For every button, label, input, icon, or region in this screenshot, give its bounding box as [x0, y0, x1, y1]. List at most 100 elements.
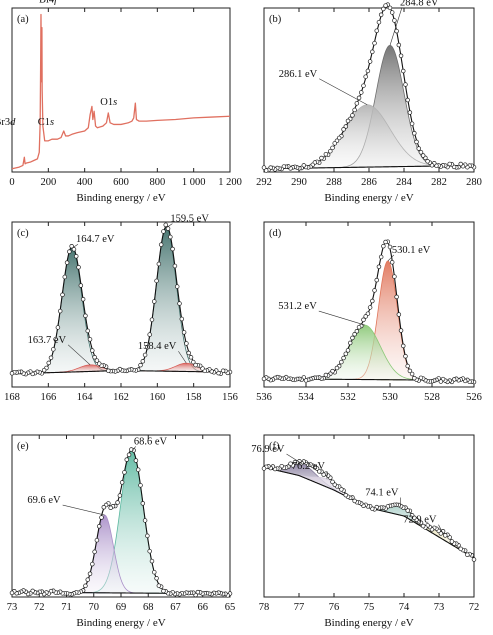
- peak-label-leader: [62, 504, 105, 516]
- x-axis-label: Binding energy / eV: [76, 192, 165, 204]
- data-point: [343, 124, 349, 129]
- data-point: [352, 498, 357, 504]
- data-point: [394, 28, 399, 34]
- peak-label: 69.6 eV: [27, 495, 61, 506]
- data-point: [94, 537, 100, 543]
- data-point: [55, 325, 61, 330]
- component-peak-1: [276, 104, 459, 169]
- data-point: [263, 168, 269, 173]
- data-point: [69, 244, 74, 249]
- x-tick-label: 284: [396, 177, 413, 188]
- data-point: [374, 28, 379, 33]
- peak-label: 159.5 eV: [170, 214, 209, 225]
- data-point: [370, 298, 375, 304]
- data-point: [378, 12, 384, 18]
- data-point: [64, 260, 70, 265]
- data-point: [398, 328, 404, 333]
- data-point: [106, 368, 111, 374]
- x-tick-label: 73: [7, 602, 18, 613]
- data-point: [170, 246, 175, 252]
- data-point: [420, 153, 426, 158]
- data-point: [87, 337, 93, 342]
- data-point: [409, 371, 415, 377]
- peak-label: 163.7 eV: [28, 335, 67, 346]
- x-tick-label: 166: [40, 392, 56, 403]
- peak-label: 284.8 eV: [400, 0, 439, 8]
- component-peak-0: [31, 247, 113, 374]
- data-point: [193, 362, 198, 368]
- x-tick-label: 200: [40, 177, 56, 188]
- panel-d: 536 534 532 530 528 526 (d) 530.1 eV 531.2 eV: [256, 221, 482, 403]
- data-point: [396, 42, 402, 48]
- x-tick-label: 160: [149, 392, 165, 403]
- data-point: [85, 328, 90, 334]
- data-point: [363, 74, 368, 79]
- x-tick-label: 282: [431, 177, 447, 188]
- data-point: [405, 363, 410, 369]
- peak-annotation: Br3d: [0, 117, 16, 128]
- data-point: [376, 264, 382, 270]
- peak-label: 72.9 eV: [403, 515, 437, 526]
- data-point: [195, 589, 201, 595]
- x-tick-label: 288: [326, 177, 342, 188]
- data-point: [96, 524, 102, 529]
- data-point: [350, 335, 355, 341]
- data-point: [119, 480, 125, 485]
- data-point: [177, 301, 182, 306]
- data-point: [341, 127, 346, 132]
- peak-annotation: C1s: [38, 117, 54, 128]
- data-point: [374, 277, 379, 283]
- data-point: [124, 457, 129, 462]
- panel-a: 0 200 400 600 800 1 000 1 200 Binding energy / …: [0, 0, 242, 204]
- data-point: [372, 40, 377, 46]
- data-point: [152, 569, 157, 575]
- data-point: [186, 350, 191, 356]
- data-point: [122, 470, 127, 475]
- peak-label: 68.6 eV: [134, 436, 168, 447]
- data-point: [350, 113, 355, 118]
- data-point: [83, 313, 88, 319]
- x-tick-label: 70: [89, 602, 100, 613]
- data-point: [168, 234, 173, 240]
- data-point: [115, 500, 120, 505]
- data-point: [407, 368, 413, 374]
- data-point: [330, 145, 335, 151]
- data-point: [191, 359, 196, 365]
- data-point: [101, 505, 107, 510]
- data-point: [156, 261, 162, 267]
- data-point: [51, 347, 56, 352]
- data-point: [345, 348, 351, 353]
- data-point: [94, 358, 100, 363]
- data-point: [9, 371, 15, 376]
- peak-label-leader: [318, 310, 365, 326]
- x-tick-label: 1 200: [218, 177, 242, 188]
- data-point: [378, 254, 384, 260]
- data-point: [149, 558, 155, 564]
- data-point: [401, 343, 406, 349]
- data-point: [85, 577, 90, 582]
- data-point: [383, 3, 388, 8]
- data-point: [412, 131, 417, 136]
- data-point: [372, 288, 377, 293]
- x-tick-label: 526: [466, 392, 482, 403]
- data-point: [163, 222, 169, 228]
- data-point: [405, 508, 410, 513]
- data-point: [376, 19, 382, 25]
- data-point: [392, 18, 397, 23]
- data-point: [407, 110, 413, 115]
- data-point: [414, 139, 419, 145]
- data-point: [172, 263, 178, 269]
- data-point: [398, 53, 404, 59]
- x-tick-label: 69: [116, 602, 127, 613]
- panel-label: (e): [17, 441, 29, 452]
- plot-frame: [11, 221, 231, 388]
- data-point: [392, 274, 397, 279]
- peak-label-leader: [67, 344, 91, 366]
- data-point: [443, 533, 448, 538]
- data-point: [381, 243, 386, 249]
- x-axis-label: Binding energy / eV: [324, 617, 413, 629]
- data-point: [367, 305, 373, 310]
- data-point: [365, 68, 371, 74]
- data-point: [334, 365, 340, 371]
- data-point: [343, 351, 349, 357]
